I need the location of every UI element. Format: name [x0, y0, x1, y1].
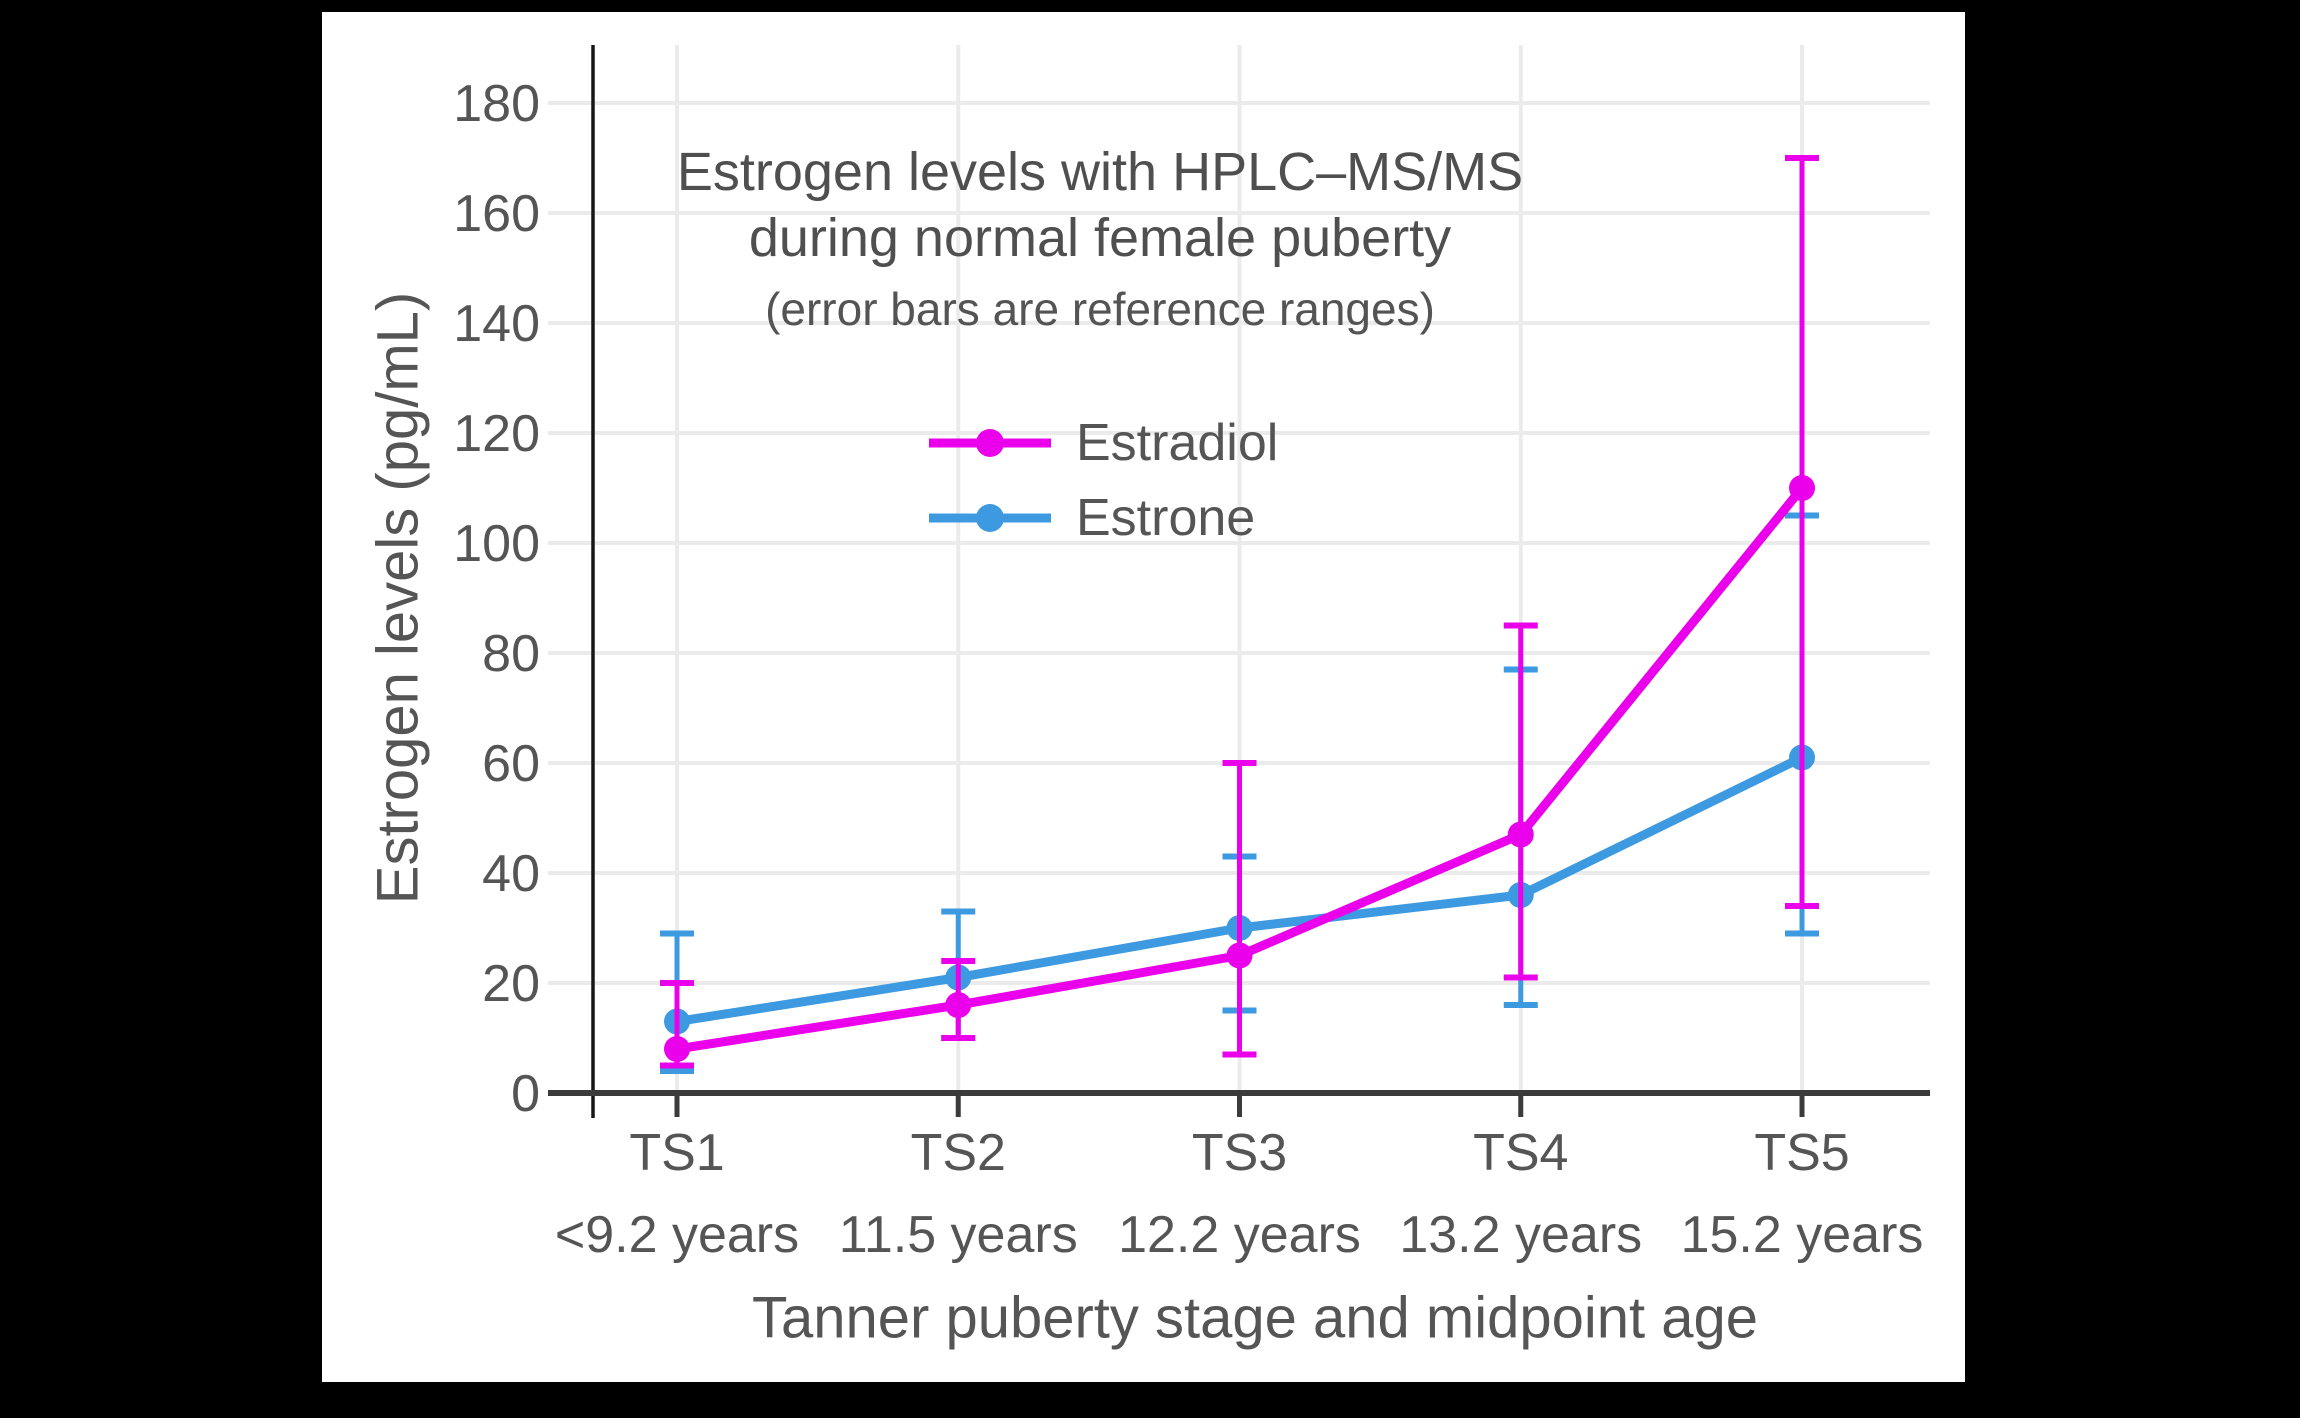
x-tick-label-stage: TS2 — [911, 1124, 1006, 1182]
x-axis-title: Tanner puberty stage and midpoint age — [751, 1285, 1759, 1351]
estrone-legend-marker — [929, 504, 1051, 532]
legend-label-estrone: Estrone — [1076, 489, 1256, 547]
x-tick-label-age: 15.2 years — [1681, 1206, 1924, 1264]
x-tick-label-stage: TS3 — [1192, 1124, 1287, 1182]
legend-item-estradiol[interactable]: Estradiol — [928, 410, 1278, 476]
estradiol-data-point — [945, 992, 972, 1018]
estradiol-data-point — [1507, 821, 1534, 848]
estradiol-legend-marker — [929, 429, 1051, 457]
y-tick-label: 20 — [482, 955, 540, 1013]
x-tick-label-age: <9.2 years — [555, 1206, 799, 1264]
chart-subtitle: (error bars are reference ranges) — [765, 283, 1435, 335]
legend-item-estrone[interactable]: Estrone — [928, 485, 1278, 551]
x-tick-label-age: 11.5 years — [839, 1206, 1078, 1264]
chart-title-line2: during normal female puberty — [748, 208, 1452, 268]
estradiol-data-point — [1789, 475, 1815, 501]
x-tick-label-age: 13.2 years — [1399, 1206, 1642, 1264]
y-tick-label: 140 — [453, 295, 540, 353]
y-tick-label: 100 — [453, 515, 540, 573]
y-axis-title: Estrogen levels (pg/mL) — [365, 291, 431, 905]
y-tick-label: 80 — [482, 625, 540, 683]
x-tick-label-stage: TS4 — [1473, 1124, 1568, 1182]
estradiol-data-point — [1226, 942, 1253, 969]
y-tick-label: 0 — [511, 1065, 540, 1123]
chart-title-line1: Estrogen levels with HPLC–MS/MS — [676, 142, 1524, 202]
x-tick-label-age: 12.2 years — [1118, 1206, 1361, 1264]
y-tick-label: 160 — [453, 185, 540, 243]
x-tick-label-stage: TS5 — [1754, 1124, 1849, 1182]
y-tick-label: 120 — [453, 405, 540, 463]
y-tick-label: 40 — [482, 845, 540, 903]
x-tick-label-stage: TS1 — [629, 1124, 724, 1182]
legend: Estradiol Estrone — [928, 410, 1278, 560]
y-tick-label: 60 — [482, 735, 540, 793]
estradiol-data-point — [664, 1036, 690, 1062]
legend-label-estradiol: Estradiol — [1076, 414, 1279, 472]
y-tick-label: 180 — [453, 75, 540, 133]
figure-background — [322, 12, 1965, 1382]
